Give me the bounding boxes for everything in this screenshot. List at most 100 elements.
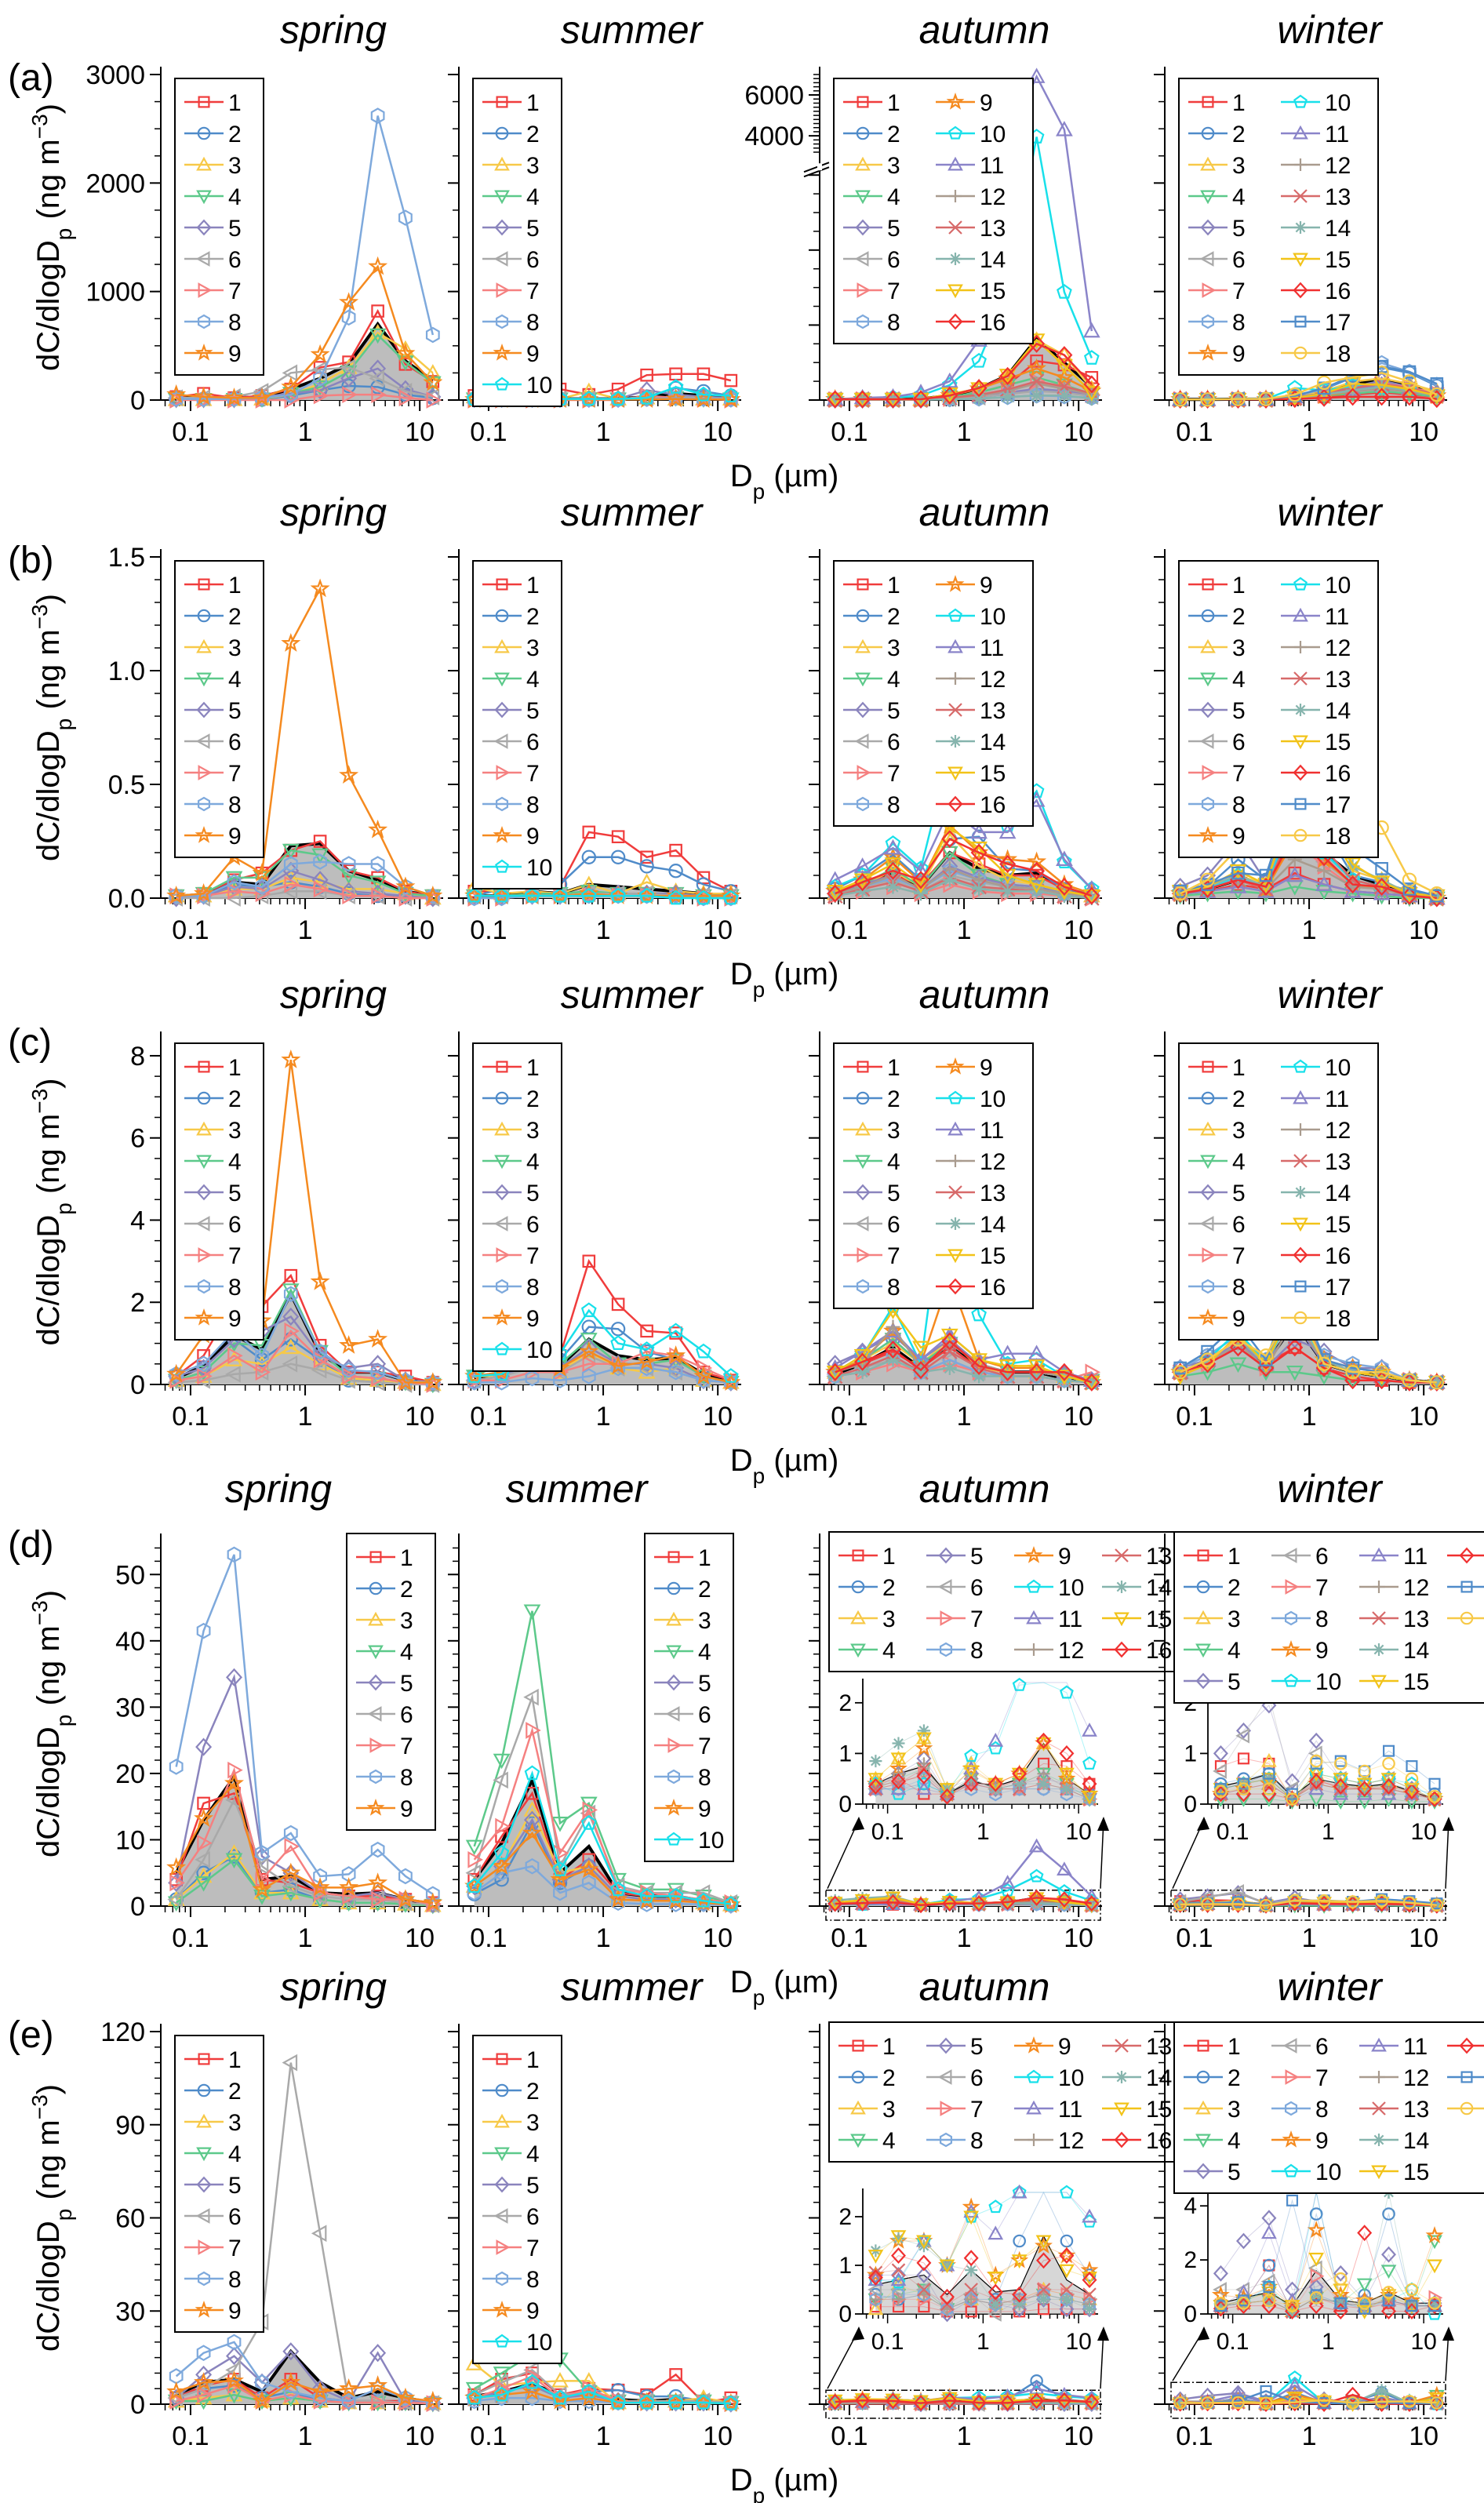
series-16: [827, 334, 1100, 409]
legend-label: 17: [1325, 1275, 1351, 1301]
arrowhead-icon: [1442, 1817, 1454, 1831]
x-tick-label: 0.1: [172, 417, 209, 447]
data-point-marker: [371, 386, 387, 403]
legend-label: 7: [1315, 1575, 1329, 1601]
data-point-marker: [369, 328, 387, 344]
series-line: [835, 342, 1093, 401]
legend-item-13: 13: [1281, 667, 1351, 693]
legend-item-7: 7: [843, 761, 900, 787]
legend-item-8: 8: [184, 1275, 242, 1301]
data-point-marker: [369, 359, 387, 378]
series-line: [1180, 372, 1438, 401]
data-point-marker: [1060, 1782, 1073, 1795]
data-point-marker: [465, 1839, 483, 1856]
legend-label: 2: [228, 1086, 242, 1112]
y-axis-title-part: p: [52, 719, 76, 731]
series-line: [474, 881, 731, 895]
legend-label: 3: [887, 635, 900, 661]
legend-marker-icon: [1294, 315, 1307, 328]
season-title: spring: [280, 8, 387, 52]
x-tick-label: 1: [298, 915, 313, 945]
legend-marker-icon: [857, 96, 869, 108]
legend-marker-icon: [1198, 825, 1217, 843]
legend-marker-icon: [1202, 578, 1214, 591]
x-tick-label: 10: [703, 915, 733, 945]
legend-marker-icon: [493, 825, 511, 843]
legend-item-4: 4: [1188, 667, 1246, 693]
legend-label: 1: [228, 573, 242, 598]
y-axis-title-part: dC/dlogD: [31, 1215, 66, 1346]
legend: 1 2 3 4 5 6 7 8 9 10: [472, 1042, 562, 1372]
legend-item-5: 5: [184, 698, 242, 724]
data-point-marker: [666, 388, 686, 408]
legend-marker-icon: [1293, 125, 1308, 140]
legend-label: 2: [882, 1575, 896, 1601]
series-line: [176, 308, 434, 399]
legend-marker-icon: [1293, 189, 1308, 203]
data-point-marker: [1173, 392, 1188, 407]
legend-marker-icon: [1293, 282, 1308, 299]
legend-marker-icon: [494, 672, 510, 687]
legend-item-2: 2: [843, 604, 900, 630]
legend-item-15: 15: [936, 278, 1006, 304]
legend-label: 5: [400, 1671, 413, 1697]
data-point-marker: [611, 830, 625, 843]
legend-label: 7: [526, 278, 540, 304]
data-point-marker: [1057, 853, 1072, 868]
legend-item-5: 5: [1188, 698, 1246, 724]
data-point-marker: [1057, 283, 1072, 299]
data-point-marker: [724, 373, 738, 387]
data-point-marker: [667, 890, 684, 905]
legend-label: 5: [1232, 698, 1246, 724]
legend-label: 6: [400, 1702, 413, 1728]
panel-spring: spring 0.0 0.5 1.0 1.5 0.1 1 10 1 2 3 4 5 6 7 8 9: [108, 490, 443, 945]
legend-marker-icon: [1293, 764, 1308, 781]
legend-label: 7: [1232, 278, 1246, 304]
legend-label: 4: [887, 1149, 900, 1175]
data-point-marker: [972, 391, 987, 406]
y-tick-label: 0: [130, 1892, 145, 1922]
data-point-marker: [886, 879, 900, 894]
legend-label: 7: [228, 278, 242, 304]
legend-label: 4: [228, 667, 242, 693]
data-point-marker: [1402, 872, 1417, 888]
series-line: [176, 849, 433, 897]
season-title: winter: [1277, 1467, 1384, 1511]
data-point-marker: [227, 882, 243, 900]
legend-label: 1: [882, 1544, 896, 1570]
x-tick-label: 1: [957, 1923, 972, 1953]
legend-label: 1: [526, 1055, 540, 1081]
data-point-marker: [854, 390, 871, 409]
legend-marker-icon: [1202, 282, 1217, 298]
panel-winter: winter0.11100120.11101234567891011121314…: [1154, 1467, 1484, 1953]
legend-marker-icon: [855, 156, 871, 171]
legend-marker-icon: [948, 795, 963, 813]
x-axis-title-part: (µm): [765, 1443, 838, 1478]
data-point-marker: [252, 862, 272, 882]
legend-marker-icon: [496, 578, 508, 591]
legend-marker-icon: [1200, 638, 1216, 653]
legend-label: 2: [526, 122, 540, 147]
legend-marker-icon: [949, 672, 962, 685]
data-point-marker: [369, 369, 384, 387]
legend-label: 8: [228, 310, 242, 336]
data-point-marker: [398, 1372, 413, 1389]
legend-label: 1: [228, 1055, 242, 1081]
season-title: summer: [561, 490, 704, 534]
data-point-marker: [1257, 877, 1275, 897]
data-point-marker: [284, 875, 300, 893]
y-axis-title-part: −3: [27, 114, 52, 139]
data-point-marker: [1344, 875, 1362, 894]
data-point-marker: [827, 889, 842, 904]
data-point-marker: [1173, 886, 1188, 901]
legend-label: 7: [1232, 761, 1246, 787]
series-line: [835, 867, 1092, 897]
legend-item-8: 8: [843, 792, 900, 818]
legend-item-1: 1: [184, 573, 242, 598]
legend-marker-icon: [1200, 156, 1216, 171]
legend-item-11: 11: [936, 153, 1004, 179]
data-point-marker: [611, 1297, 625, 1312]
legend-label: 12: [1325, 635, 1351, 661]
